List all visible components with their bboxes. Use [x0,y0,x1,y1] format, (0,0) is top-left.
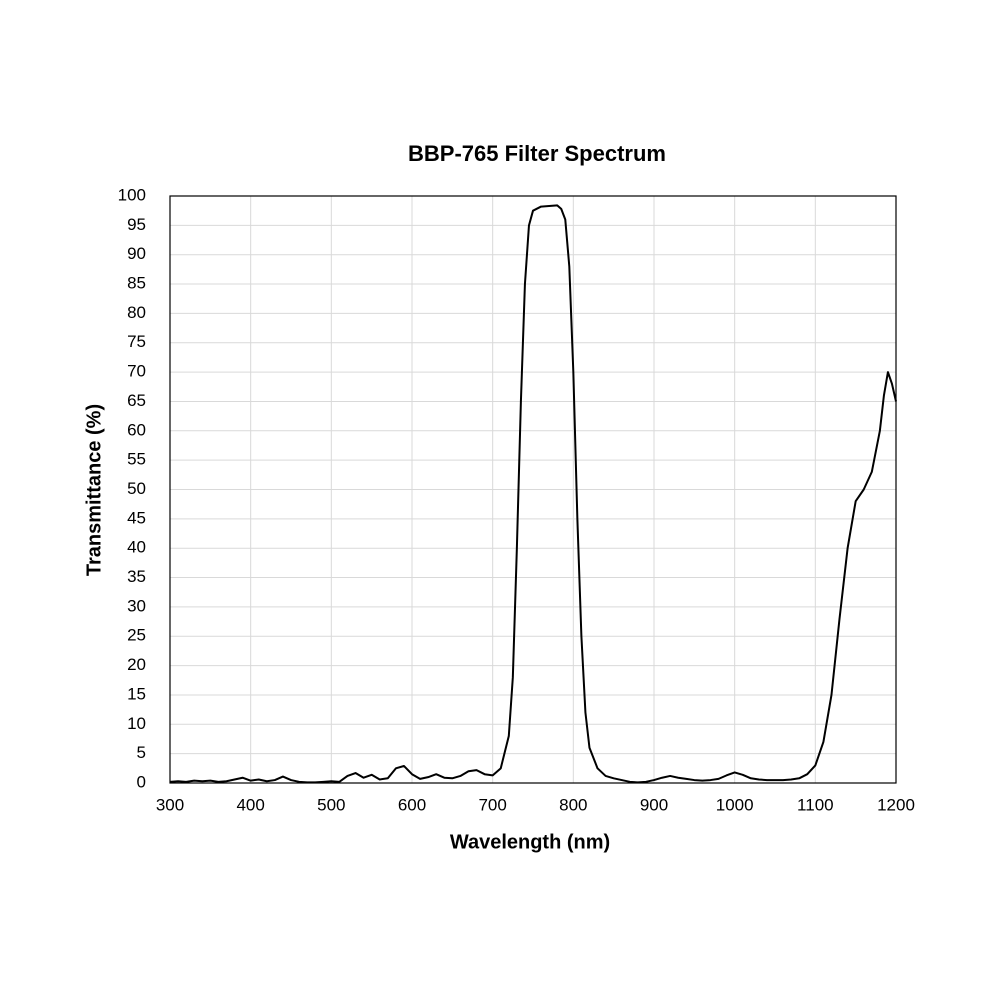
y-tick-label: 80 [127,303,146,322]
y-tick-label: 65 [127,391,146,410]
plot-frame [169,195,897,784]
y-tick-label: 45 [127,508,146,527]
y-tick-label: 55 [127,450,146,469]
y-tick-label: 50 [127,479,146,498]
x-tick-label: 1000 [716,795,754,814]
y-tick-label: 15 [127,684,146,703]
y-tick-label: 100 [118,185,146,204]
y-tick-label: 40 [127,538,146,557]
x-axis-label: Wavelength (nm) [450,831,610,853]
y-tick-label: 35 [127,567,146,586]
y-tick-label: 95 [127,215,146,234]
y-tick-label: 85 [127,274,146,293]
y-tick-label: 90 [127,244,146,263]
x-tick-label: 700 [478,795,506,814]
y-tick-label: 5 [137,743,146,762]
y-axis-label: Transmittance (%) [83,404,105,576]
data-line [169,204,897,784]
x-tick-label: 300 [156,795,184,814]
y-tick-label: 10 [127,714,146,733]
chart-title: BBP-765 Filter Spectrum [408,141,666,166]
x-tick-label: 800 [559,795,587,814]
y-tick-label: 25 [127,626,146,645]
x-tick-label: 500 [317,795,345,814]
y-tick-label: 0 [137,772,146,791]
y-tick-label: 70 [127,362,146,381]
y-tick-label: 30 [127,596,146,615]
x-tick-label: 400 [236,795,264,814]
x-tick-label: 900 [640,795,668,814]
x-tick-label: 1200 [877,795,915,814]
y-tick-label: 20 [127,655,146,674]
y-tick-label: 75 [127,332,146,351]
x-tick-label: 600 [398,795,426,814]
x-tick-label: 1100 [797,795,834,814]
y-tick-label: 60 [127,420,146,439]
